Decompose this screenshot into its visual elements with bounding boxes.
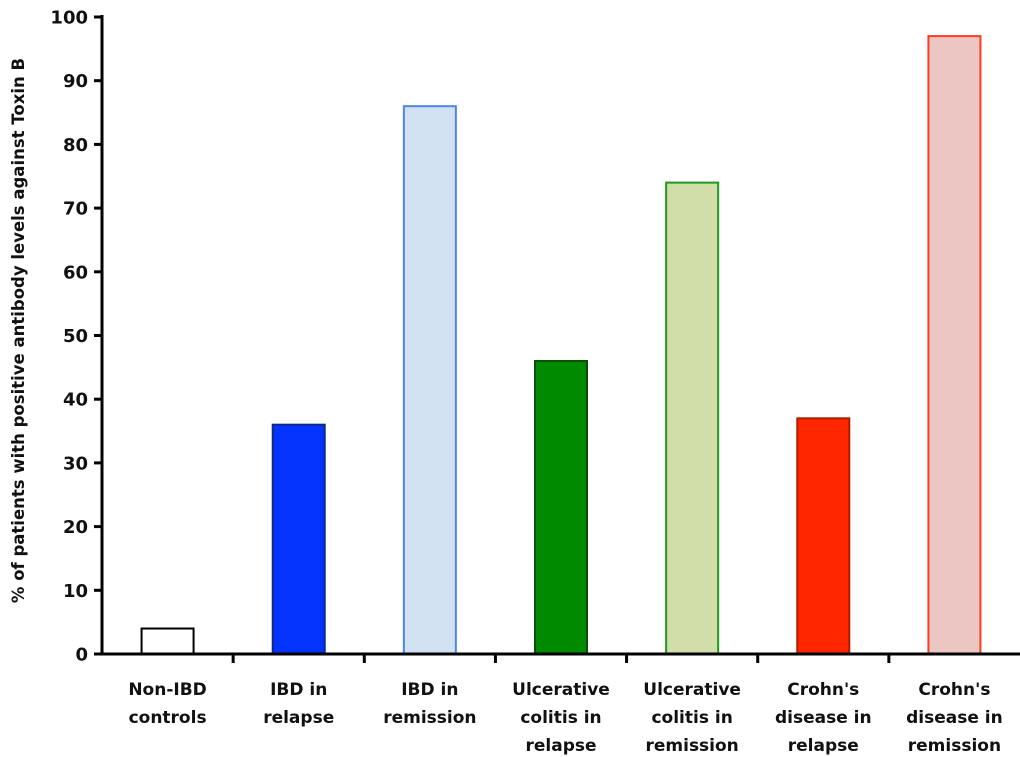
bars-group bbox=[140, 35, 982, 656]
x-category-label: colitis in bbox=[651, 708, 732, 728]
y-tick-label: 20 bbox=[63, 517, 88, 538]
y-tick-label: 100 bbox=[50, 8, 88, 29]
x-category-label: Non-IBD bbox=[128, 680, 206, 700]
bar bbox=[140, 627, 195, 656]
x-category-label: colitis in bbox=[520, 708, 601, 728]
x-category-label: Ulcerative bbox=[512, 680, 610, 700]
x-category-label: IBD in bbox=[270, 680, 327, 700]
y-tick-label: 90 bbox=[63, 71, 88, 92]
y-tick-label: 50 bbox=[63, 326, 88, 347]
x-category-label: remission bbox=[908, 736, 1001, 756]
x-category-label: relapse bbox=[788, 736, 859, 756]
x-category-label: Crohn's bbox=[918, 680, 990, 700]
x-category-label: disease in bbox=[906, 708, 1003, 728]
x-category-label: relapse bbox=[525, 736, 596, 756]
y-tick-label: 0 bbox=[75, 645, 88, 666]
y-tick-label: 40 bbox=[63, 390, 88, 411]
x-category-label: relapse bbox=[263, 708, 334, 728]
y-tick-label: 80 bbox=[63, 135, 88, 156]
x-category-label: Crohn's bbox=[787, 680, 859, 700]
bar bbox=[665, 181, 720, 655]
bar bbox=[402, 105, 457, 656]
bar bbox=[927, 35, 982, 656]
x-ticks-group: Non-IBD controls IBD in relapse IBD in remiss… bbox=[128, 654, 1003, 756]
y-axis-title: % of patients with positive antibody lev… bbox=[9, 58, 28, 603]
x-category-label: remission bbox=[645, 736, 738, 756]
y-tick-label: 70 bbox=[63, 199, 88, 220]
bar bbox=[271, 423, 326, 655]
y-tick-label: 10 bbox=[63, 581, 88, 602]
bar bbox=[534, 359, 588, 655]
y-tick-label: 60 bbox=[63, 262, 88, 283]
x-category-label: Ulcerative bbox=[643, 680, 741, 700]
bar bbox=[796, 417, 851, 655]
x-category-label: controls bbox=[129, 708, 207, 728]
x-category-label: disease in bbox=[775, 708, 872, 728]
y-ticks-group: 0 10 20 30 40 50 60 70 80 90 100 bbox=[50, 8, 102, 666]
x-category-label: IBD in bbox=[401, 680, 458, 700]
y-tick-label: 30 bbox=[63, 453, 88, 474]
x-category-label: remission bbox=[383, 708, 476, 728]
